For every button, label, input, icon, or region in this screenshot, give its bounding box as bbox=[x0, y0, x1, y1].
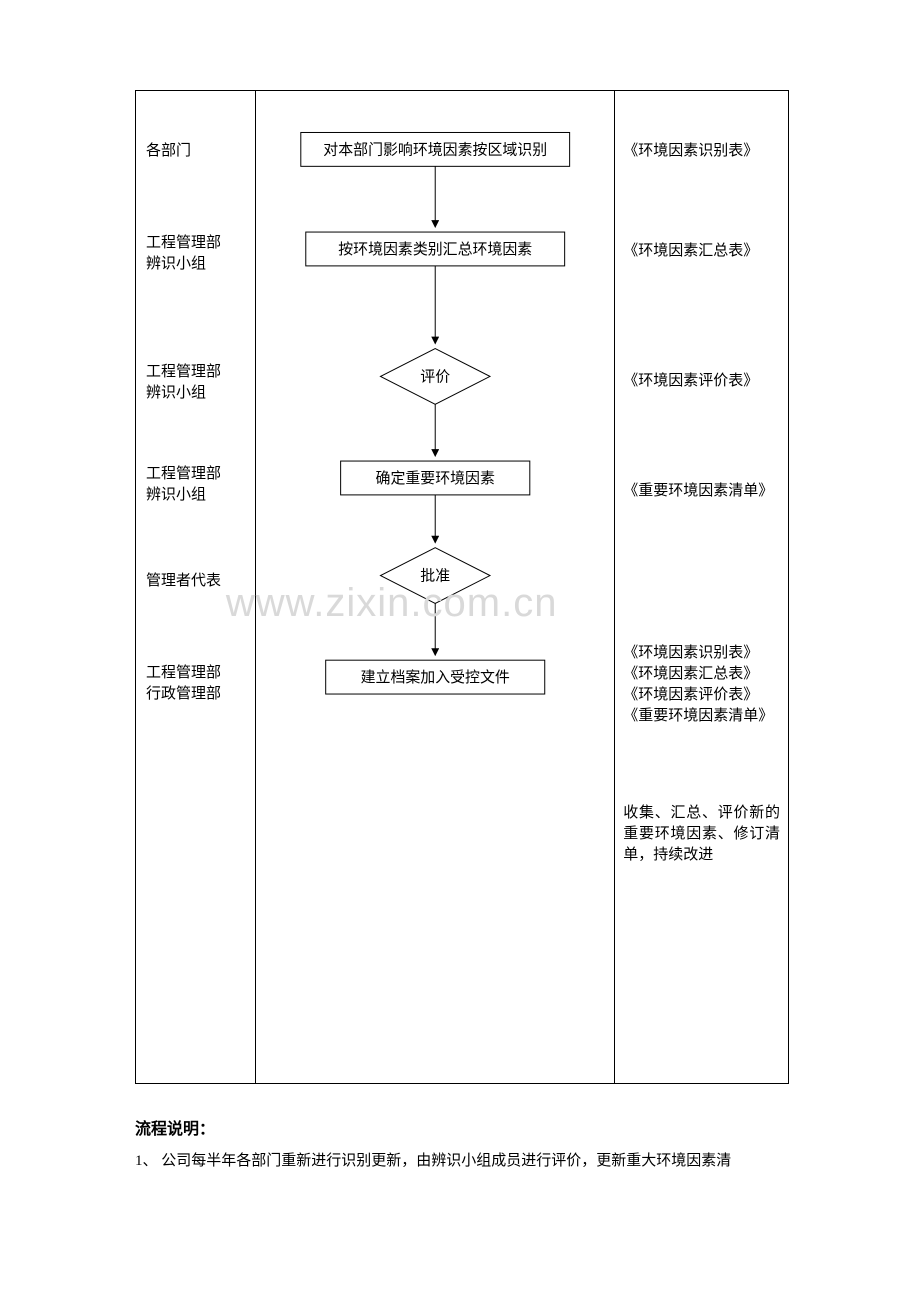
node-label-6: 建立档案加入受控文件 bbox=[360, 668, 509, 686]
left-label-6: 工程管理部 行政管理部 bbox=[146, 663, 221, 705]
right-label-1: 《环境因素识别表》 bbox=[623, 141, 758, 162]
page: 各部门 工程管理部 辨识小组 工程管理部 辨识小组 工程管理部 辨识小组 管理者… bbox=[0, 0, 920, 1302]
flowchart-column: www.zixin.com.cn 对本部门影响环境因素按区域识别 bbox=[255, 91, 614, 1084]
node-label-3: 评价 bbox=[420, 368, 450, 385]
left-label-3: 工程管理部 辨识小组 bbox=[146, 362, 221, 404]
node-label-1: 对本部门影响环境因素按区域识别 bbox=[323, 140, 547, 158]
right-label-6: 《环境因素识别表》 《环境因素汇总表》 《环境因素评价表》 《重要环境因素清单》 bbox=[623, 643, 773, 727]
right-label-4: 《重要环境因素清单》 bbox=[623, 481, 773, 502]
left-label-2: 工程管理部 辨识小组 bbox=[146, 233, 221, 275]
node-label-4: 确定重要环境因素 bbox=[375, 469, 494, 487]
right-label-7: 收集、汇总、评价新的重要环境因素、修订清单，持续改进 bbox=[623, 803, 780, 866]
node-label-2: 按环境因素类别汇总环境因素 bbox=[338, 240, 532, 258]
flowchart-svg: 对本部门影响环境因素按区域识别 按环境因素类别汇总环境因素 评价 bbox=[256, 91, 614, 1083]
below-item-1: 1、 公司每半年各部门重新进行识别更新，由辨识小组成员进行评价，更新重大环境因素… bbox=[135, 1146, 800, 1176]
right-column: 《环境因素识别表》 《环境因素汇总表》 《环境因素评价表》 《重要环境因素清单》… bbox=[615, 91, 789, 1084]
below-heading: 流程说明： bbox=[135, 1114, 800, 1146]
right-label-3: 《环境因素评价表》 bbox=[623, 371, 758, 392]
left-label-1: 各部门 bbox=[146, 141, 191, 162]
below-section: 流程说明： 1、 公司每半年各部门重新进行识别更新，由辨识小组成员进行评价，更新… bbox=[135, 1114, 800, 1176]
left-column: 各部门 工程管理部 辨识小组 工程管理部 辨识小组 工程管理部 辨识小组 管理者… bbox=[136, 91, 256, 1084]
right-label-2: 《环境因素汇总表》 bbox=[623, 241, 758, 262]
left-label-5: 管理者代表 bbox=[146, 571, 221, 592]
left-label-4: 工程管理部 辨识小组 bbox=[146, 464, 221, 506]
flowchart-table: 各部门 工程管理部 辨识小组 工程管理部 辨识小组 工程管理部 辨识小组 管理者… bbox=[135, 90, 789, 1084]
node-label-5: 批准 bbox=[420, 568, 450, 585]
